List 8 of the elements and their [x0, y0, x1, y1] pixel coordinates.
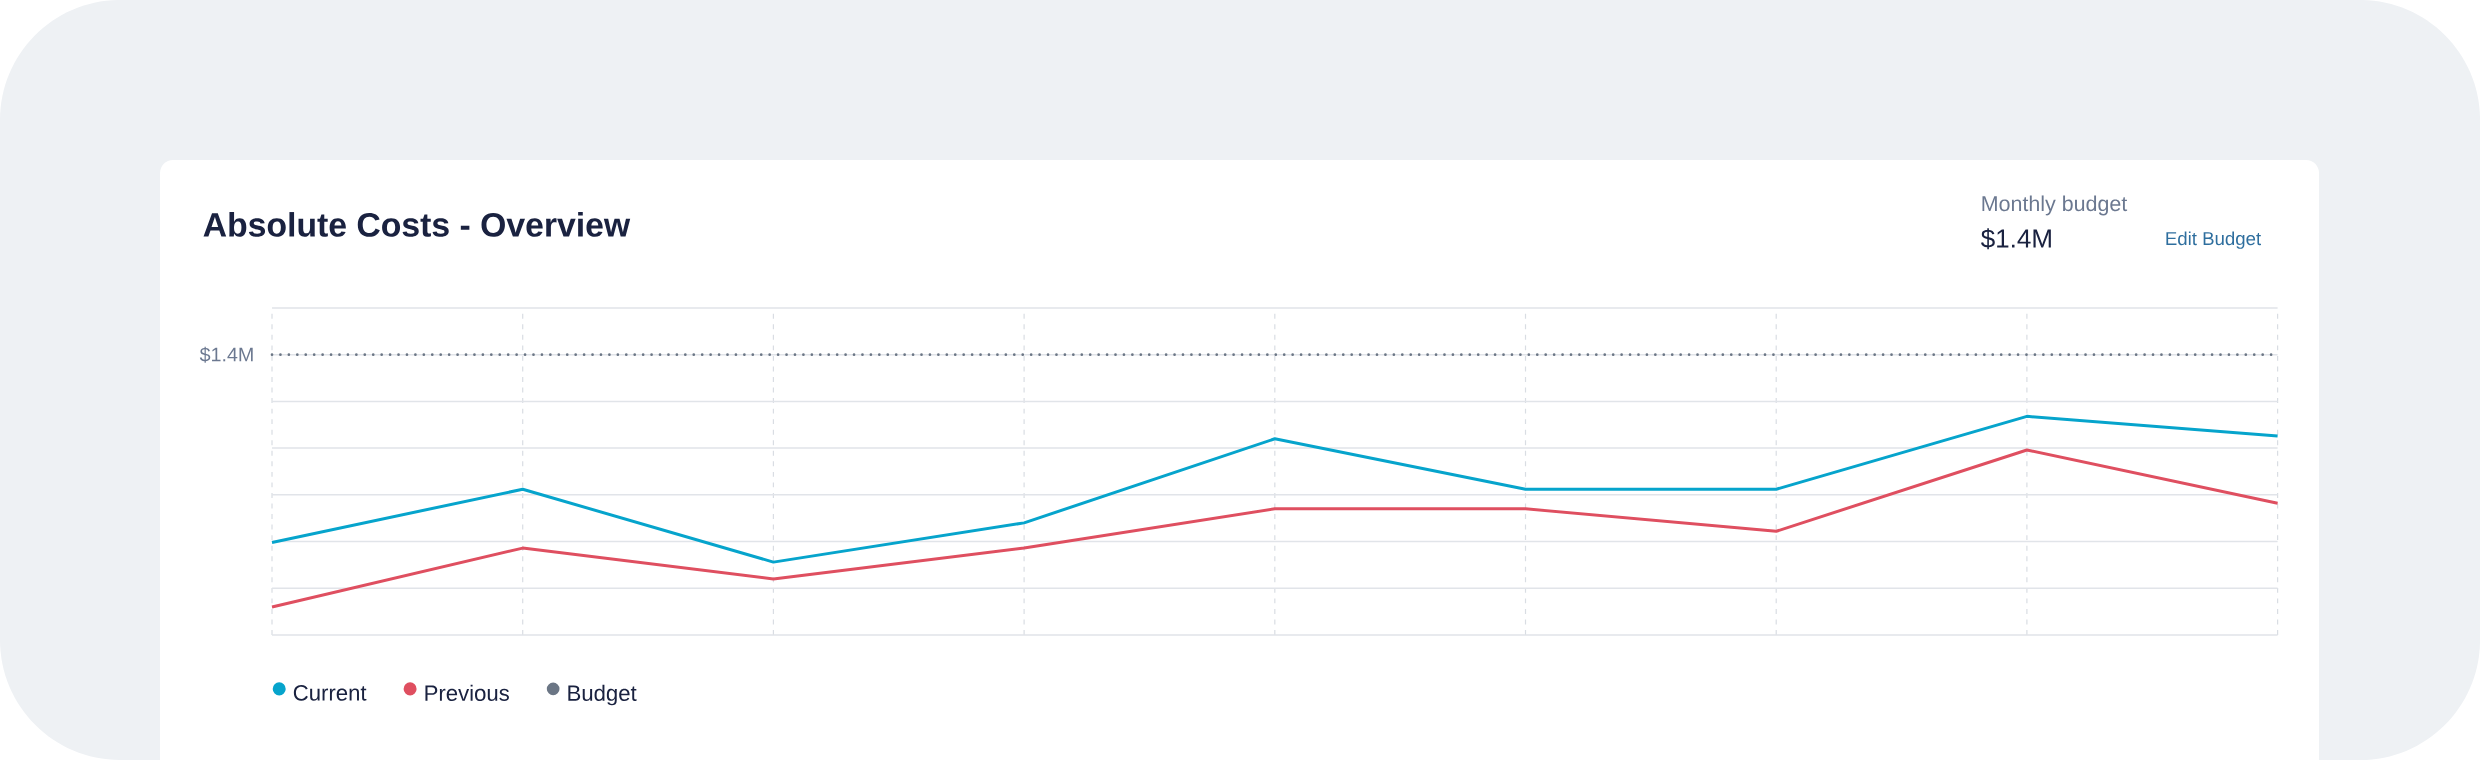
chart-title: Absolute Costs - Overview — [203, 212, 631, 237]
text: $1.4M — [1981, 228, 2051, 250]
text: Monthly budget — [1982, 195, 2128, 216]
text: $1.4M — [199, 346, 253, 363]
legend-label: Budget — [568, 684, 637, 706]
legend-label: Current — [293, 684, 367, 701]
text: Edit Budget — [2166, 231, 2261, 249]
legend-label: Previous — [425, 684, 509, 701]
